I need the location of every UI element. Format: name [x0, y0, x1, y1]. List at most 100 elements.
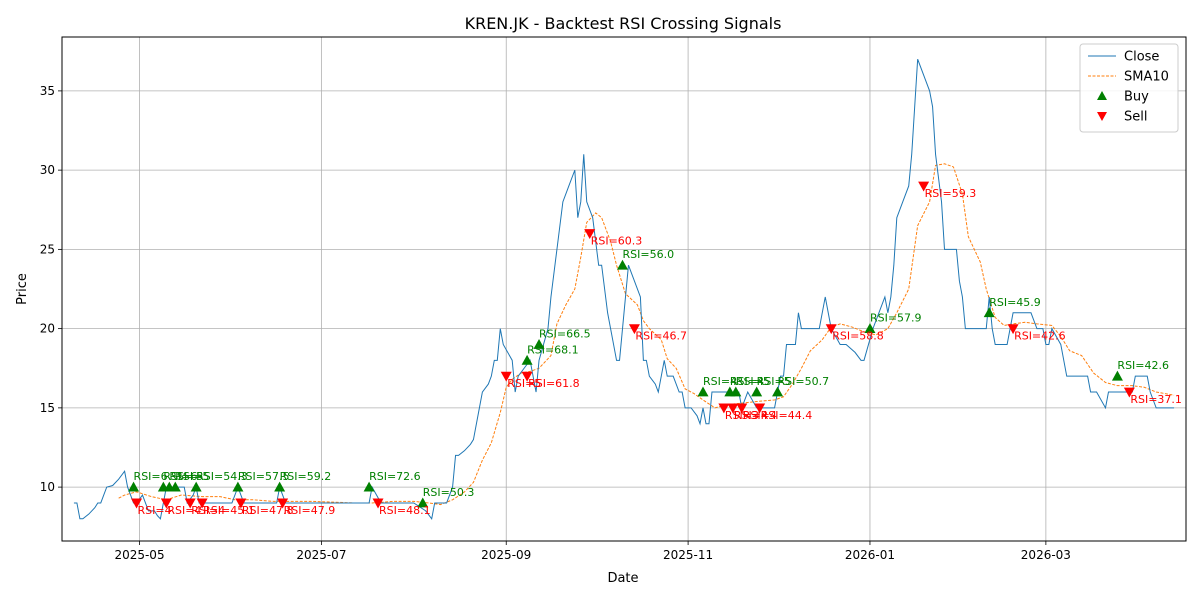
legend-swatch-buy: [1097, 91, 1107, 100]
legend-label: SMA10: [1124, 70, 1169, 85]
chart-title: KREN.JK - Backtest RSI Crossing Signals: [465, 14, 782, 33]
buy-marker: [128, 481, 140, 492]
sell-annotation: RSI=42.6: [1014, 330, 1066, 343]
sell-annotation: RSI=45.1: [203, 504, 255, 517]
buy-marker: [232, 481, 244, 492]
sell-annotation: RSI=4: [734, 409, 768, 422]
sell-marker: [521, 371, 533, 382]
buy-annotation: RSI=6: [134, 470, 168, 483]
sell-marker: [754, 403, 766, 414]
sell-marker: [918, 181, 930, 192]
sell-annotation: RSI=46.7: [635, 330, 687, 343]
sell-marker: [1007, 324, 1019, 335]
sell-annotation: RSI=61.8: [528, 377, 580, 390]
sell-annotation: RSI=44.4: [761, 409, 813, 422]
sell-marker: [628, 324, 640, 335]
buy-marker: [1111, 370, 1123, 381]
buy-annotation: RSI=45.9: [989, 296, 1041, 309]
sell-annotation: RSI=48.1: [379, 504, 431, 517]
buy-annotation: RSI=5: [175, 470, 209, 483]
buy-annotation: RSI=57.9: [870, 312, 922, 325]
x-tick-label: 2025-07: [296, 548, 346, 562]
buy-annotation: RSI=6: [163, 470, 197, 483]
sell-annotation: RSI=60.3: [591, 235, 643, 248]
buy-annotation: RSI=54.3: [196, 470, 248, 483]
y-tick-label: 30: [40, 163, 55, 177]
buy-marker: [274, 481, 286, 492]
sell-marker: [500, 371, 512, 382]
x-tick-label: 2026-01: [845, 548, 895, 562]
sma10-line: [118, 163, 1175, 506]
plot-series: [73, 59, 1175, 521]
legend-label: Sell: [1124, 110, 1147, 125]
sell-annotation: RSI=4: [138, 504, 172, 517]
buy-annotation: RSI=42.6: [1117, 359, 1169, 372]
sell-annotation: RSI=4: [743, 409, 777, 422]
sell-annotation: RSI=4: [167, 504, 201, 517]
sell-annotation: RSI=3: [725, 409, 759, 422]
sell-marker: [160, 498, 172, 509]
x-tick-label: 2025-09: [481, 548, 531, 562]
x-tick-label: 2026-03: [1021, 548, 1071, 562]
sell-marker: [372, 498, 384, 509]
y-tick-label: 10: [40, 480, 55, 494]
y-tick-label: 25: [40, 242, 55, 256]
y-tick-label: 20: [40, 322, 55, 336]
sell-marker: [131, 498, 143, 509]
buy-marker: [521, 354, 533, 365]
buy-annotation: RSI=5: [169, 470, 203, 483]
buy-marker: [190, 481, 202, 492]
signal-markers: [128, 181, 1135, 509]
sell-annotation: RSI=47.8: [242, 504, 294, 517]
legend-box: [1079, 43, 1179, 133]
buy-marker: [864, 323, 876, 334]
buy-annotation: RSI=66.5: [539, 327, 591, 340]
legend: Close SMA10 Buy Sell: [1079, 43, 1179, 133]
x-tick-label: 2025-05: [114, 548, 164, 562]
sell-annotation: RSI=59.3: [925, 187, 977, 200]
sell-marker: [584, 229, 596, 240]
buy-marker: [751, 386, 763, 397]
sell-marker: [184, 498, 196, 509]
buy-marker: [363, 481, 375, 492]
sell-marker: [727, 403, 739, 414]
buy-marker: [169, 481, 181, 492]
buy-annotation: RSI=59.2: [280, 470, 332, 483]
sell-marker: [736, 403, 748, 414]
sell-marker: [718, 403, 730, 414]
grid: [62, 37, 1186, 541]
buy-marker: [772, 386, 784, 397]
x-axis: 2025-05 2025-07 2025-09 2025-11 2026-01 2026-…: [114, 541, 1071, 562]
sell-annotation: RSI=47.9: [284, 504, 336, 517]
buy-annotation: RSI=5: [736, 375, 770, 388]
y-tick-label: 15: [40, 401, 55, 415]
sell-annotation: RSI=37.1: [1130, 393, 1182, 406]
plot-frame: [61, 36, 1187, 542]
buy-annotation: RSI=50.3: [423, 486, 475, 499]
sell-annotation: RSI=5: [507, 377, 541, 390]
x-axis-label: Date: [607, 571, 638, 586]
buy-marker: [533, 338, 545, 349]
buy-annotation: RSI=5: [757, 375, 791, 388]
buy-marker: [697, 386, 709, 397]
buy-annotation: RSI=72.6: [369, 470, 421, 483]
buy-marker: [730, 386, 742, 397]
buy-annotation: RSI=4: [730, 375, 764, 388]
x-tick-label: 2025-11: [663, 548, 713, 562]
sell-annotation: RSI=58.8: [832, 330, 884, 343]
sell-marker: [277, 498, 289, 509]
buy-annotation: RSI=56.0: [623, 248, 675, 261]
sell-marker: [825, 324, 837, 335]
legend-swatch-sell: [1097, 112, 1107, 121]
buy-annotation: RSI=4: [703, 375, 737, 388]
buy-marker: [417, 497, 429, 508]
buy-marker: [983, 307, 995, 318]
sell-marker: [235, 498, 247, 509]
legend-label: Buy: [1124, 90, 1149, 105]
sell-marker: [196, 498, 208, 509]
buy-annotation: RSI=50.7: [778, 375, 830, 388]
legend-label: Close: [1124, 50, 1159, 65]
sell-marker: [1123, 387, 1135, 398]
buy-marker: [617, 259, 629, 270]
